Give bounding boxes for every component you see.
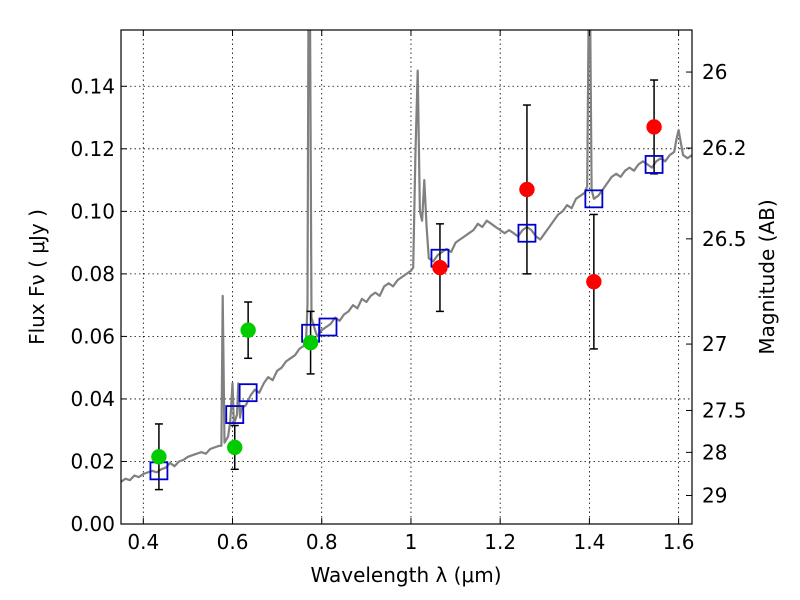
y-tick-label: 0.06: [70, 324, 115, 348]
circle-marker: [519, 181, 535, 198]
circle-marker: [432, 259, 448, 276]
x-axis-ticks: 0.4 0.6 0.8 1 1.2 1.4 1.6: [127, 30, 695, 554]
circle-marker: [586, 273, 602, 290]
x-tick-label: 1: [405, 530, 418, 554]
x-tick-label: 0.6: [217, 530, 249, 554]
x-tick-label: 0.8: [306, 530, 338, 554]
circle-marker: [227, 439, 243, 456]
y-tick-label: 0.08: [70, 262, 115, 286]
square-marker: [517, 223, 537, 243]
y-tick-label: 0.02: [70, 449, 115, 473]
y-axis-label: Flux Fν ( μJy ): [25, 209, 49, 345]
square-marker: [238, 383, 258, 403]
x-tick-label: 1.4: [573, 530, 605, 554]
y2-tick-label: 29: [702, 483, 727, 507]
square-marker: [225, 405, 245, 424]
y2-axis-ticks: 26 26.2 26.5 27 27.5 28 29: [686, 60, 747, 507]
square-marker: [318, 317, 338, 337]
y-axis-ticks: 0.00 0.02 0.04 0.06 0.08 0.10 0.12 0.14: [70, 74, 127, 536]
y2-tick-label: 27.5: [702, 398, 747, 422]
y2-tick-label: 26.5: [702, 227, 747, 251]
square-marker: [644, 155, 664, 174]
y-tick-label: 0.04: [70, 387, 115, 411]
plot-frame: [120, 29, 693, 525]
y-tick-label: 0.10: [70, 199, 115, 223]
y-tick-label: 0.12: [70, 137, 115, 161]
x-tick-label: 0.4: [127, 530, 159, 554]
y-tick-label: 0.14: [70, 74, 115, 98]
model-spectrum: [121, 30, 692, 483]
y2-tick-label: 26: [702, 60, 727, 84]
circle-marker: [151, 449, 167, 465]
x-axis-label: Wavelength λ (μm): [310, 563, 501, 587]
y2-tick-label: 28: [702, 440, 727, 464]
data-markers: [149, 119, 664, 481]
x-tick-label: 1.6: [663, 530, 695, 554]
square-marker: [584, 189, 604, 209]
y2-tick-label: 26.2: [702, 136, 747, 160]
y-tick-label: 0.00: [70, 512, 115, 536]
y2-tick-label: 27: [702, 332, 727, 356]
spectrum-line: [121, 30, 692, 483]
y2-axis-label: Magnitude (AB): [755, 199, 779, 354]
circle-marker: [302, 334, 319, 351]
circle-marker: [240, 322, 256, 338]
x-tick-label: 1.2: [484, 530, 516, 554]
plot-background: [121, 30, 692, 524]
circle-marker: [646, 119, 662, 135]
